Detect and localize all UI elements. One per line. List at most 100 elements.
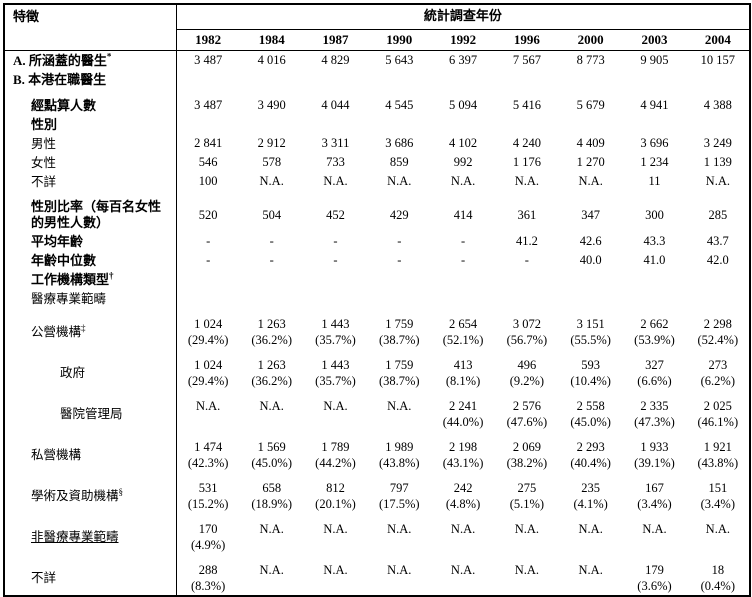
table-cell: N.A. xyxy=(514,563,540,577)
table-cell: 3 487 xyxy=(194,53,223,67)
table-row: 不詳 288 (8.3%) N.A. N.A. N.A. N.A. N.A. N.A. 179 (3… xyxy=(4,554,750,596)
table-cell: N.A. xyxy=(514,522,540,536)
header-row-group: 特徵 統計調查年份 xyxy=(4,4,751,51)
table-cell: N.A. xyxy=(578,174,603,188)
table-row: 學術及資助機構§ 531 (15.2%) 658 (18.9%) 812 (20.1%) 79… xyxy=(4,472,750,513)
table-cell: 546 xyxy=(198,155,218,169)
table-cell: 4 941 xyxy=(640,98,669,112)
table-cell: - xyxy=(524,253,529,267)
table-cell xyxy=(686,70,750,89)
table-cell: 2 335 (47.3%) xyxy=(634,399,675,429)
survey-year-group-header: 統計調查年份 xyxy=(176,4,751,30)
table-cell: 5 416 xyxy=(512,98,541,112)
table-cell xyxy=(240,70,304,89)
table-cell: - xyxy=(206,234,211,248)
table-cell: 327 (6.6%) xyxy=(637,358,672,388)
table-cell: 2 198 (43.1%) xyxy=(442,440,484,470)
table-cell: 361 xyxy=(517,208,537,222)
table-row: B. 本港在職醫生 xyxy=(4,70,750,89)
table-cell: 300 xyxy=(645,208,664,222)
table-cell xyxy=(240,270,304,289)
table-cell: 3 487 xyxy=(194,98,223,112)
table-cell: 9 905 xyxy=(640,53,669,67)
table-cell: 2 241 (44.0%) xyxy=(442,399,484,429)
table-row: 私營機構 1 474 (42.3%) 1 569 (45.0%) 1 789 (44.2%)… xyxy=(4,431,750,472)
row-label: 經點算人數 xyxy=(4,89,177,115)
footnote-marker: ‡ xyxy=(81,322,86,333)
table-cell: 733 xyxy=(326,155,345,169)
table-cell: 1 263 (36.2%) xyxy=(251,358,292,388)
table-cell: 11 xyxy=(648,174,661,188)
table-cell: N.A. xyxy=(450,174,476,188)
table-cell: 288 (8.3%) xyxy=(190,563,226,593)
table-cell: 7 567 xyxy=(512,53,541,67)
table-cell: N.A. xyxy=(578,563,603,577)
table-cell: 1 024 (29.4%) xyxy=(187,317,229,347)
table-cell: 100 xyxy=(198,174,218,188)
year-header-row: 1982 1984 1987 1990 1992 1996 2000 2003 2004 xyxy=(4,29,751,51)
table-cell: 3 151 (55.5%) xyxy=(570,317,611,347)
table-cell: - xyxy=(333,234,338,248)
row-label: B. 本港在職醫生 xyxy=(4,70,177,89)
table-row: 性別 xyxy=(4,115,750,134)
table-cell: 273 (6.2%) xyxy=(700,358,736,388)
table-cell xyxy=(559,70,623,89)
year-column-header: 1992 xyxy=(431,29,495,51)
table-cell: 1 443 (35.7%) xyxy=(315,317,356,347)
table-cell xyxy=(623,289,687,308)
year-column-header: 1982 xyxy=(176,29,240,51)
table-cell: N.A. xyxy=(578,522,603,536)
row-label: 平均年齡 xyxy=(4,232,177,251)
row-label: 性別 xyxy=(4,115,177,134)
row-label: 年齡中位數 xyxy=(4,251,177,270)
table-cell: N.A. xyxy=(387,174,412,188)
table-cell: 1 569 (45.0%) xyxy=(251,440,292,470)
year-column-header: 2003 xyxy=(622,29,687,51)
table-cell: 504 xyxy=(262,208,282,222)
table-cell: 4 829 xyxy=(321,53,350,67)
table-cell: - xyxy=(461,234,466,248)
table-cell: 1 176 xyxy=(512,155,541,169)
table-cell xyxy=(623,70,687,89)
table-cell: 167 (3.4%) xyxy=(637,481,672,511)
table-cell xyxy=(431,70,495,89)
table-cell: 1 024 (29.4%) xyxy=(187,358,229,388)
footnote-marker: § xyxy=(118,486,124,497)
table-cell: N.A. xyxy=(323,563,348,577)
table-cell: N.A. xyxy=(642,522,667,536)
table-cell: 414 xyxy=(453,208,473,222)
table-cell: N.A. xyxy=(259,399,284,413)
table-cell: 1 263 (36.2%) xyxy=(251,317,292,347)
table-cell: 2 069 (38.2%) xyxy=(506,440,548,470)
table-cell: N.A. xyxy=(387,399,412,413)
table-cell xyxy=(431,115,495,134)
footnote-marker: † xyxy=(109,270,114,281)
table-cell: 5 679 xyxy=(576,98,605,112)
table-cell xyxy=(304,270,368,289)
table-cell: N.A. xyxy=(514,174,540,188)
table-cell xyxy=(367,115,431,134)
table-row: 年齡中位數 - - - - - - 40.0 41.0 42.0 xyxy=(4,251,750,270)
row-label: 女性 xyxy=(4,153,177,172)
table-cell: - xyxy=(333,253,338,267)
table-cell: 3 686 xyxy=(385,136,414,150)
table-cell xyxy=(559,270,623,289)
table-cell: N.A. xyxy=(259,522,284,536)
table-row: 醫療專業範疇 xyxy=(4,289,750,308)
year-column-header: 1984 xyxy=(239,29,304,51)
table-cell: 6 397 xyxy=(449,53,478,67)
table-cell: 170 (4.9%) xyxy=(190,522,226,552)
table-cell: 1 933 (39.1%) xyxy=(634,440,675,470)
table-row: 性別比率（每百名女性的男性人數） 520 504 452 429 414 361 347 300… xyxy=(4,191,750,232)
table-cell: 4 102 xyxy=(449,136,478,150)
table-cell: 4 044 xyxy=(321,98,350,112)
table-cell: 1 989 (43.8%) xyxy=(378,440,420,470)
table-cell: 42.6 xyxy=(579,234,602,248)
table-row: 平均年齡 - - - - - 41.2 42.6 43.3 43.7 xyxy=(4,232,750,251)
row-label: 性別比率（每百名女性的男性人數） xyxy=(4,191,177,232)
table-cell: 1 759 (38.7%) xyxy=(378,317,420,347)
table-cell xyxy=(686,115,750,134)
table-cell xyxy=(240,289,304,308)
table-cell: 2 558 (45.0%) xyxy=(570,399,611,429)
table-cell: 496 (9.2%) xyxy=(509,358,545,388)
